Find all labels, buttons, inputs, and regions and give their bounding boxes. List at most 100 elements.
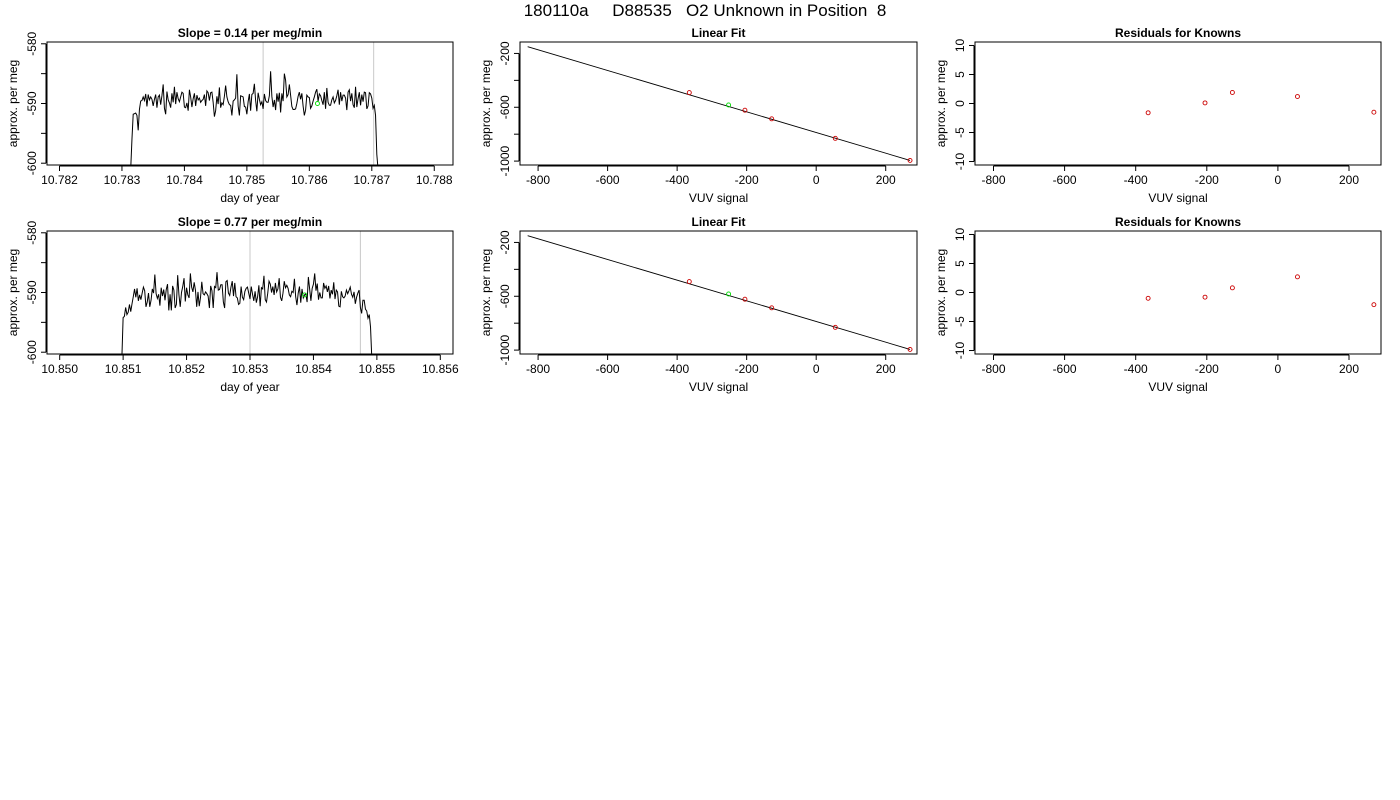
x-tick-label: 10.852 (168, 362, 205, 376)
y-tick-label: 10 (953, 38, 967, 52)
data-point (1202, 294, 1208, 300)
y-tick-label: 10 (953, 227, 967, 241)
y-axis-label: approx. per meg (934, 249, 948, 336)
data-layer (527, 235, 913, 352)
y-axis: -1000 -600 -200 approx. per meg (479, 41, 520, 176)
chart-title: Linear Fit (691, 215, 745, 229)
fit-line (527, 46, 911, 161)
data-point (686, 90, 692, 96)
y-tick-label: -5 (953, 127, 967, 138)
x-tick-label: 0 (1275, 173, 1282, 187)
chart-title: Residuals for Knowns (1115, 215, 1241, 229)
x-tick-label: -800 (526, 362, 550, 376)
y-axis: -10 -5 0 5 10 approx. per meg (934, 227, 975, 360)
plot-frame (46, 41, 454, 166)
y-axis-label: approx. per meg (479, 60, 493, 147)
highlight-point (315, 101, 320, 106)
data-point (1145, 110, 1151, 116)
y-tick-label: 5 (953, 260, 967, 267)
x-axis: -800 -600 -400 -200 0 200 VUV signal (526, 354, 896, 394)
x-axis: -800 -600 -400 -200 0 200 VUV signal (981, 165, 1359, 205)
y-tick-label: -600 (25, 151, 39, 175)
x-tick-label: -400 (1124, 173, 1148, 187)
x-axis-label: day of year (220, 380, 279, 394)
x-axis-label: VUV signal (689, 380, 748, 394)
y-tick-label: -580 (25, 31, 39, 55)
y-tick-label: 5 (953, 71, 967, 78)
chart-title: Slope = 0.14 per meg/min (178, 26, 322, 40)
y-tick-label: -10 (953, 153, 967, 171)
data-point (1202, 100, 1208, 106)
y-tick-label: -600 (498, 95, 512, 119)
plot-frame (46, 230, 454, 355)
x-axis: 10.850 10.851 10.852 10.853 10.854 10.855 10.8… (41, 354, 459, 394)
fit-line (527, 235, 911, 350)
highlight-point (302, 292, 308, 298)
data-point (1295, 94, 1300, 99)
y-tick-label: -10 (953, 342, 967, 360)
chart-panel-3: Residuals for Knowns -800 -600 -400 -200 0 200… (934, 26, 1382, 205)
x-tick-label: 10.785 (229, 173, 266, 187)
y-axis-label: approx. per meg (479, 249, 493, 336)
x-tick-label: 10.855 (359, 362, 396, 376)
data-layer (1145, 274, 1377, 308)
x-tick-label: -400 (665, 362, 689, 376)
x-tick-label: 10.853 (232, 362, 269, 376)
y-tick-label: -590 (25, 91, 39, 115)
x-axis: -800 -600 -400 -200 0 200 VUV signal (981, 354, 1359, 394)
x-tick-label: -200 (735, 173, 759, 187)
y-axis-label: approx. per meg (934, 60, 948, 147)
plot-frame (519, 230, 918, 355)
x-tick-label: 200 (876, 173, 896, 187)
y-tick-label: -1000 (498, 334, 512, 365)
x-tick-label: -600 (596, 173, 620, 187)
x-tick-label: 10.784 (166, 173, 203, 187)
data-layer (130, 71, 379, 165)
y-tick-label: -5 (953, 316, 967, 327)
x-tick-label: -800 (526, 173, 550, 187)
x-tick-label: -600 (1053, 362, 1077, 376)
y-tick-label: -200 (498, 41, 512, 65)
x-tick-label: 10.856 (422, 362, 459, 376)
x-tick-label: -600 (596, 362, 620, 376)
data-point (1229, 90, 1235, 95)
y-tick-label: -600 (25, 340, 39, 364)
data-point (907, 346, 913, 352)
data-point (832, 324, 838, 330)
x-tick-label: -800 (981, 173, 1005, 187)
data-point (742, 296, 748, 302)
data-point (726, 102, 732, 108)
plot-frame (519, 41, 918, 166)
chart-title: Linear Fit (691, 26, 745, 40)
page-title: 180110a D88535 O2 Unknown in Position 8 (523, 1, 887, 20)
x-tick-label: 200 (1339, 362, 1359, 376)
data-point (769, 305, 775, 311)
data-point (726, 291, 732, 297)
data-point (907, 157, 913, 163)
x-tick-label: 0 (813, 362, 820, 376)
data-layer (121, 272, 373, 354)
x-axis: 10.782 10.783 10.784 10.785 10.786 10.787 10.7… (41, 165, 453, 205)
x-tick-label: -200 (1195, 173, 1219, 187)
x-tick-label: -200 (735, 362, 759, 376)
y-axis: -600 -590 -580 approx. per meg (6, 31, 47, 175)
x-tick-label: 10.850 (41, 362, 78, 376)
x-tick-label: -200 (1195, 362, 1219, 376)
x-tick-label: 200 (876, 362, 896, 376)
y-tick-label: 0 (953, 289, 967, 296)
x-tick-label: 200 (1339, 173, 1359, 187)
x-tick-label: 10.783 (104, 173, 141, 187)
x-tick-label: -400 (1124, 362, 1148, 376)
y-axis-label: approx. per meg (6, 60, 20, 147)
x-tick-label: -400 (665, 173, 689, 187)
x-tick-label: -800 (981, 362, 1005, 376)
chart-panel-5: Linear Fit -800 -600 -400 -200 0 200 VUV signal… (479, 215, 918, 394)
y-tick-label: 0 (953, 100, 967, 107)
data-layer (1145, 90, 1377, 116)
x-tick-label: 0 (813, 173, 820, 187)
data-point (1229, 285, 1235, 291)
x-tick-label: 10.788 (416, 173, 453, 187)
data-layer (527, 46, 913, 163)
y-tick-label: -590 (25, 280, 39, 304)
